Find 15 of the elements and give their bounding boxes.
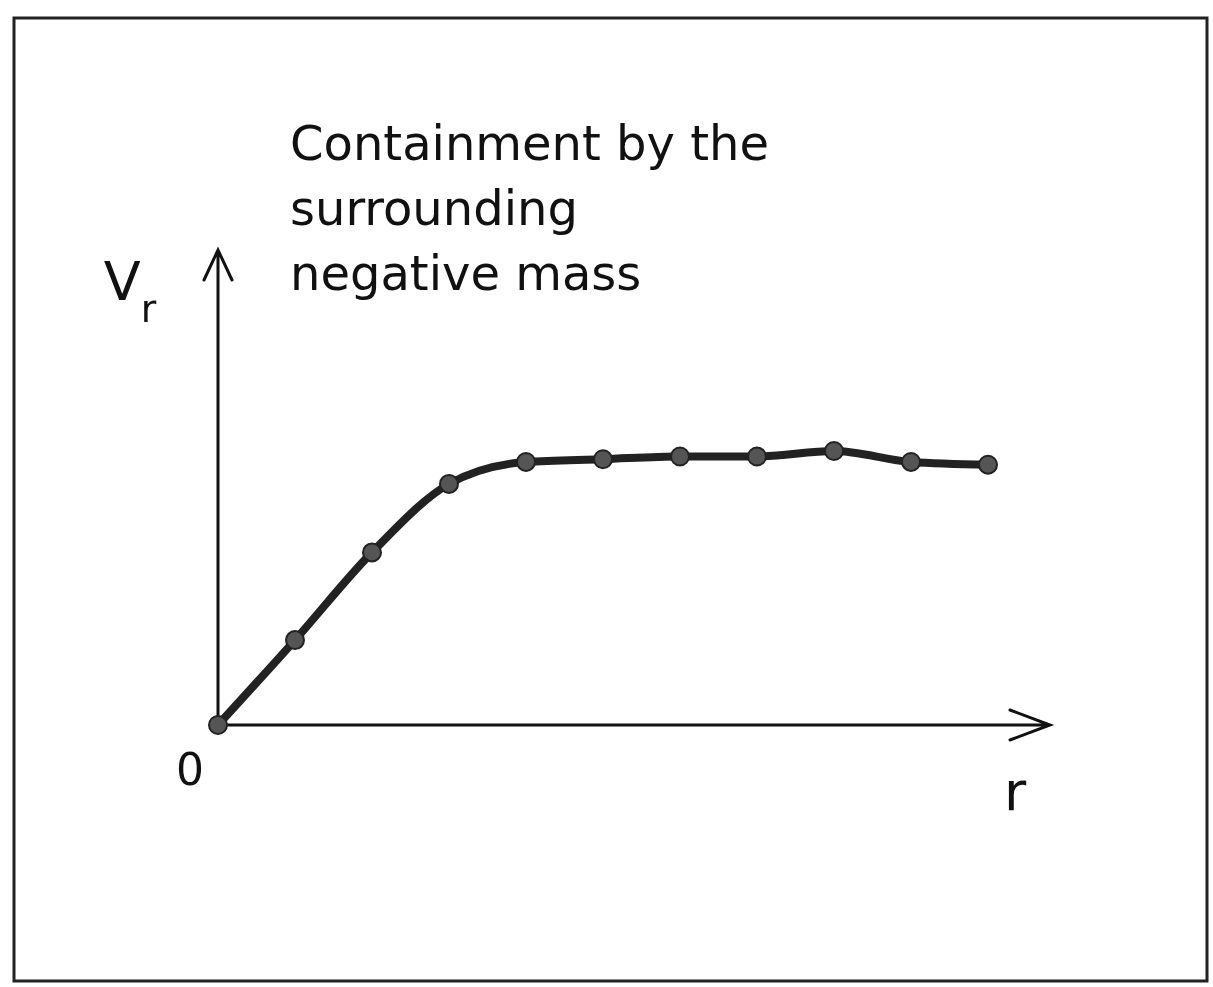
point	[208, 715, 228, 735]
point	[978, 454, 998, 475]
chart-title: Containment by the surrounding negative mass	[290, 115, 769, 301]
point	[901, 451, 921, 472]
x-axis-title: r	[1003, 760, 1027, 823]
point	[516, 451, 536, 472]
point	[439, 473, 459, 494]
point	[824, 441, 844, 461]
point	[593, 449, 613, 470]
point	[747, 446, 767, 467]
point	[285, 630, 305, 651]
point	[362, 542, 382, 563]
point	[670, 446, 690, 467]
text: 0	[176, 744, 204, 795]
y-axis-title: V$_{r}$	[103, 250, 157, 331]
